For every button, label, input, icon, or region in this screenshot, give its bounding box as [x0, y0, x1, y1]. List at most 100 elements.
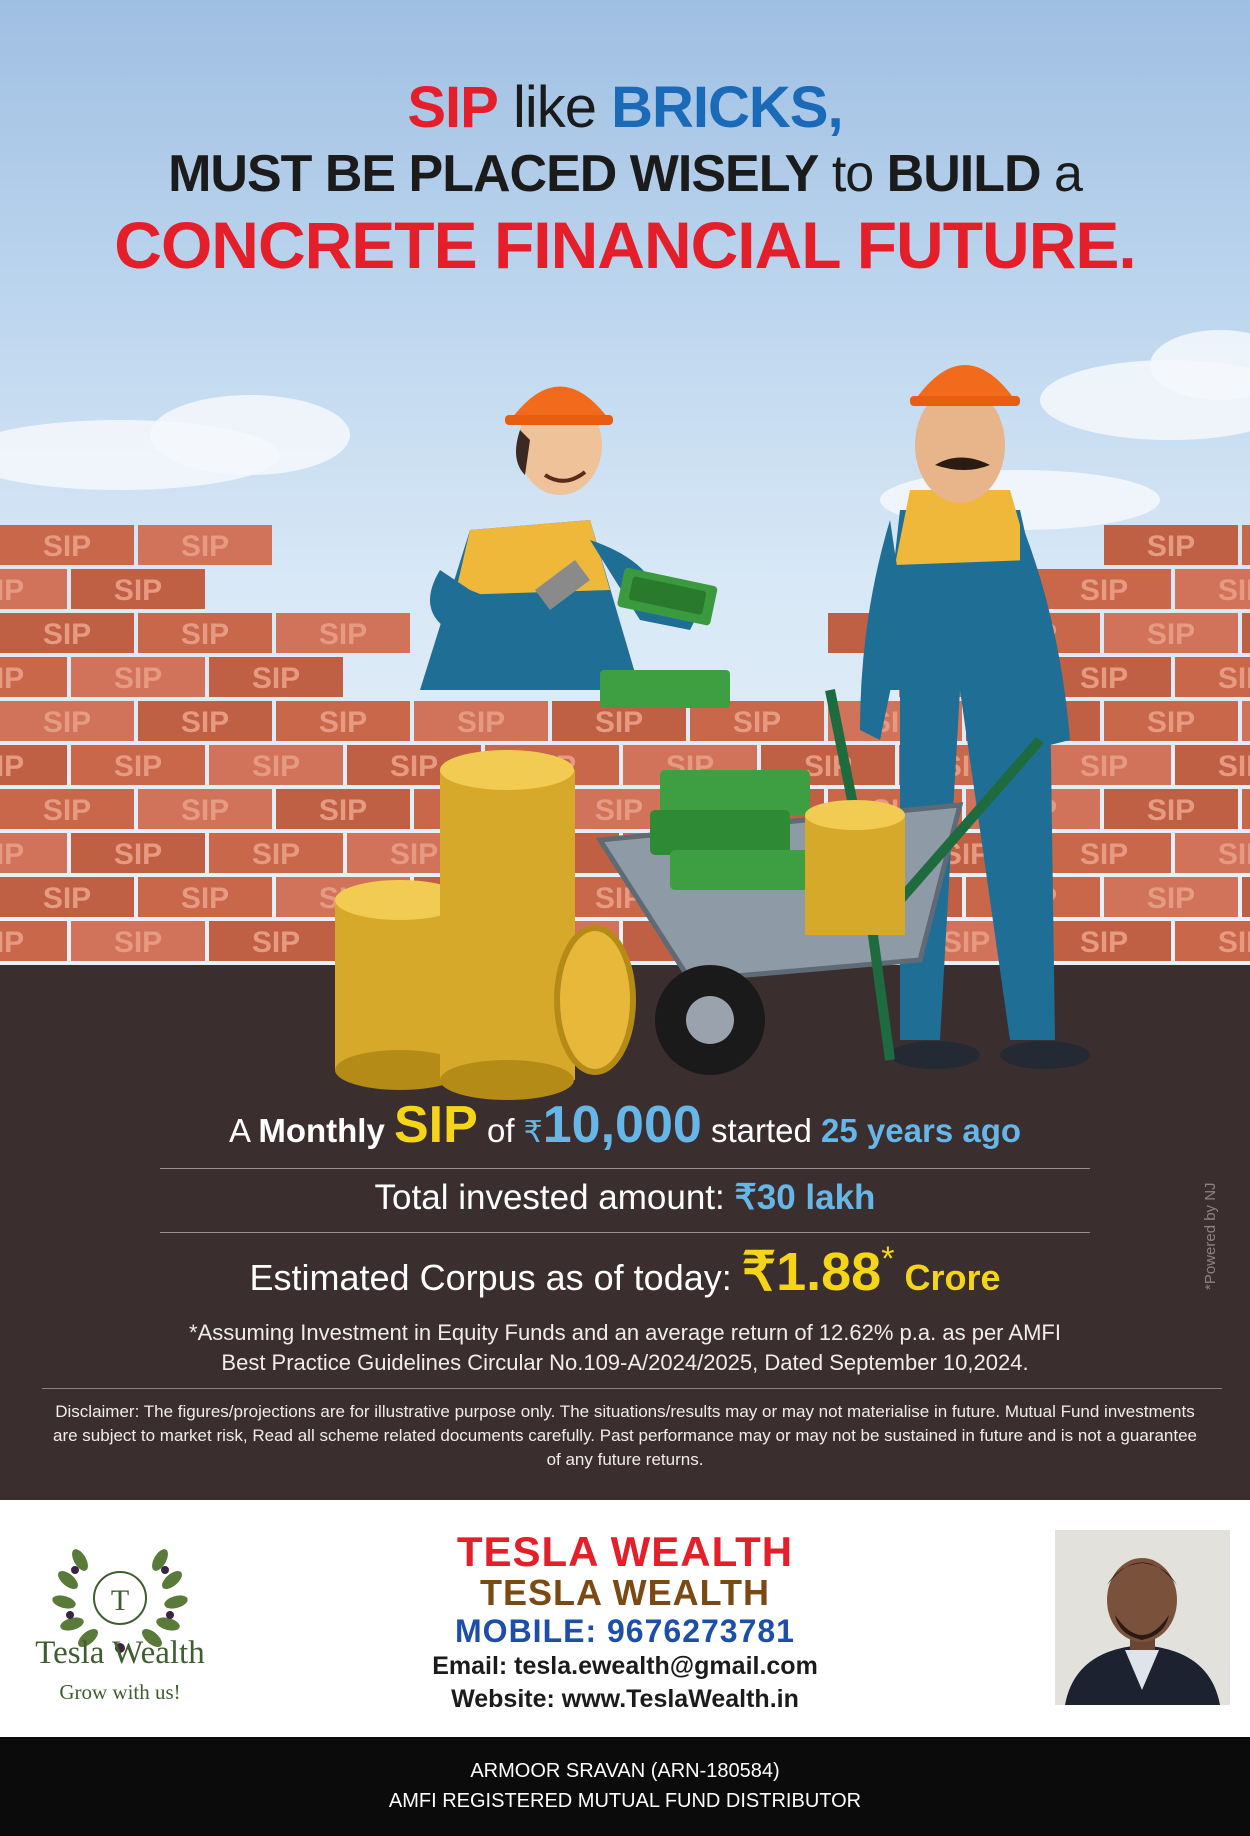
brick: SIP: [138, 701, 272, 741]
headline-to: to: [818, 144, 887, 203]
brick-label: SIP: [181, 618, 229, 651]
brick-label: SIP: [181, 706, 229, 739]
assumption-line-1: *Assuming Investment in Equity Funds and…: [189, 1320, 1061, 1345]
brick-label: SIP: [114, 926, 162, 959]
distributor-name: ARMOOR SRAVAN (ARN-180584): [470, 1760, 780, 1782]
brick-label: SIP: [319, 618, 367, 651]
brick: SIP: [138, 613, 272, 653]
brick-label: SIP: [390, 838, 438, 871]
mobile-number[interactable]: MOBILE: 9676273781: [455, 1613, 795, 1649]
brick-label: SIP: [1218, 662, 1250, 695]
invested-value: ₹30 lakh: [734, 1178, 876, 1217]
brick: SIP: [138, 789, 272, 829]
divider: [42, 1388, 1222, 1389]
website-link[interactable]: Website: www.TeslaWealth.in: [451, 1685, 799, 1713]
coin-stacks: [335, 750, 905, 1100]
divider: [160, 1168, 1090, 1169]
brick-label: SIP: [1218, 574, 1250, 607]
brick-label: SIP: [114, 838, 162, 871]
brick: SIP: [0, 921, 67, 961]
brick: SIP: [1104, 525, 1238, 565]
powered-by: *Powered by NJ: [1202, 1182, 1219, 1290]
brick-label: SIP: [0, 574, 24, 607]
distributor-role: AMFI REGISTERED MUTUAL FUND DISTRIBUTOR: [388, 1790, 862, 1812]
brick: SIP: [276, 789, 410, 829]
contact-section: [0, 1500, 1250, 1737]
brick-label: SIP: [1147, 530, 1195, 563]
brick: SIP: [1175, 833, 1250, 873]
brick-label: SIP: [181, 530, 229, 563]
brick-label: SIP: [1080, 926, 1128, 959]
brick: SIP: [1242, 701, 1250, 741]
brick-label: SIP: [595, 706, 643, 739]
brick-label: SIP: [1080, 574, 1128, 607]
brick: SIP: [1242, 525, 1250, 565]
corpus-unit: Crore: [894, 1257, 1001, 1298]
divider: [160, 1232, 1090, 1233]
headline-a: a: [1040, 144, 1083, 203]
brick-label: SIP: [1080, 662, 1128, 695]
brick-label: SIP: [252, 838, 300, 871]
brick: SIP: [71, 745, 205, 785]
brick-label: SIP: [181, 882, 229, 915]
brick: SIP: [1242, 877, 1250, 917]
brick: SIP: [1175, 921, 1250, 961]
brick-label: SIP: [114, 750, 162, 783]
brick-label: SIP: [43, 706, 91, 739]
sip-line-sip: SIP: [393, 1096, 478, 1154]
brick-label: SIP: [0, 662, 24, 695]
logo-name: Tesla Wealth: [35, 1635, 205, 1671]
brick: SIP: [71, 833, 205, 873]
laurel-logo-icon: T: [52, 1549, 188, 1653]
brick: SIP: [71, 657, 205, 697]
brick-label: SIP: [114, 574, 162, 607]
corpus-label: Estimated Corpus as of today:: [249, 1257, 742, 1298]
brick: SIP: [0, 525, 134, 565]
brick: SIP: [71, 921, 205, 961]
brick-label: SIP: [942, 926, 990, 959]
headline-line-2: MUST BE PLACED WISELY to BUILD a: [0, 147, 1250, 202]
sip-line-a: A: [228, 1112, 259, 1149]
brick: SIP: [1104, 701, 1238, 741]
headline-line-1: SIP like BRICKS,: [0, 77, 1250, 139]
brick-label: SIP: [252, 662, 300, 695]
brick-label: SIP: [319, 706, 367, 739]
brick: SIP: [209, 657, 343, 697]
sip-duration: 25 years ago: [821, 1112, 1022, 1149]
logo-letter: T: [111, 1584, 129, 1617]
brick: SIP: [1037, 833, 1171, 873]
distributor-bar: [0, 1737, 1250, 1836]
brick-label: SIP: [1147, 618, 1195, 651]
brick: SIP: [0, 789, 134, 829]
headline-build: BUILD: [886, 144, 1042, 203]
headline: SIP like BRICKS, MUST BE PLACED WISELY t…: [0, 77, 1250, 283]
invested-line: Total invested amount: ₹30 lakh: [0, 1178, 1250, 1218]
brick: SIP: [414, 701, 548, 741]
left-worker: [420, 386, 718, 690]
email-address[interactable]: Email: tesla.ewealth@gmail.com: [432, 1652, 818, 1680]
brick: SIP: [276, 613, 410, 653]
brick-label: SIP: [390, 750, 438, 783]
brick: SIP: [1104, 877, 1238, 917]
brick: SIP: [1104, 613, 1238, 653]
brick-label: SIP: [1218, 750, 1250, 783]
brick: SIP: [209, 833, 343, 873]
brick: SIP: [1175, 657, 1250, 697]
contact-block: TESLA WEALTH TESLA WEALTH MOBILE: 967627…: [400, 1530, 850, 1716]
corpus-line: Estimated Corpus as of today: ₹1.88* Cro…: [0, 1240, 1250, 1303]
workers-illustration: [335, 365, 1090, 1100]
brick: SIP: [0, 701, 134, 741]
brick-label: SIP: [1218, 838, 1250, 871]
headline-line-3: CONCRETE FINANCIAL FUTURE.: [114, 208, 1136, 283]
brick-label: SIP: [43, 794, 91, 827]
headline-placed-wisely: MUST BE PLACED WISELY: [168, 144, 819, 203]
brick: SIP: [1037, 745, 1171, 785]
company-name-secondary: TESLA WEALTH: [480, 1572, 770, 1613]
brick: SIP: [1242, 613, 1250, 653]
brick: SIP: [0, 613, 134, 653]
corpus-value: ₹1.88: [741, 1242, 882, 1302]
brick-label: SIP: [733, 706, 781, 739]
brick-label: SIP: [181, 794, 229, 827]
brick-label: SIP: [1080, 838, 1128, 871]
